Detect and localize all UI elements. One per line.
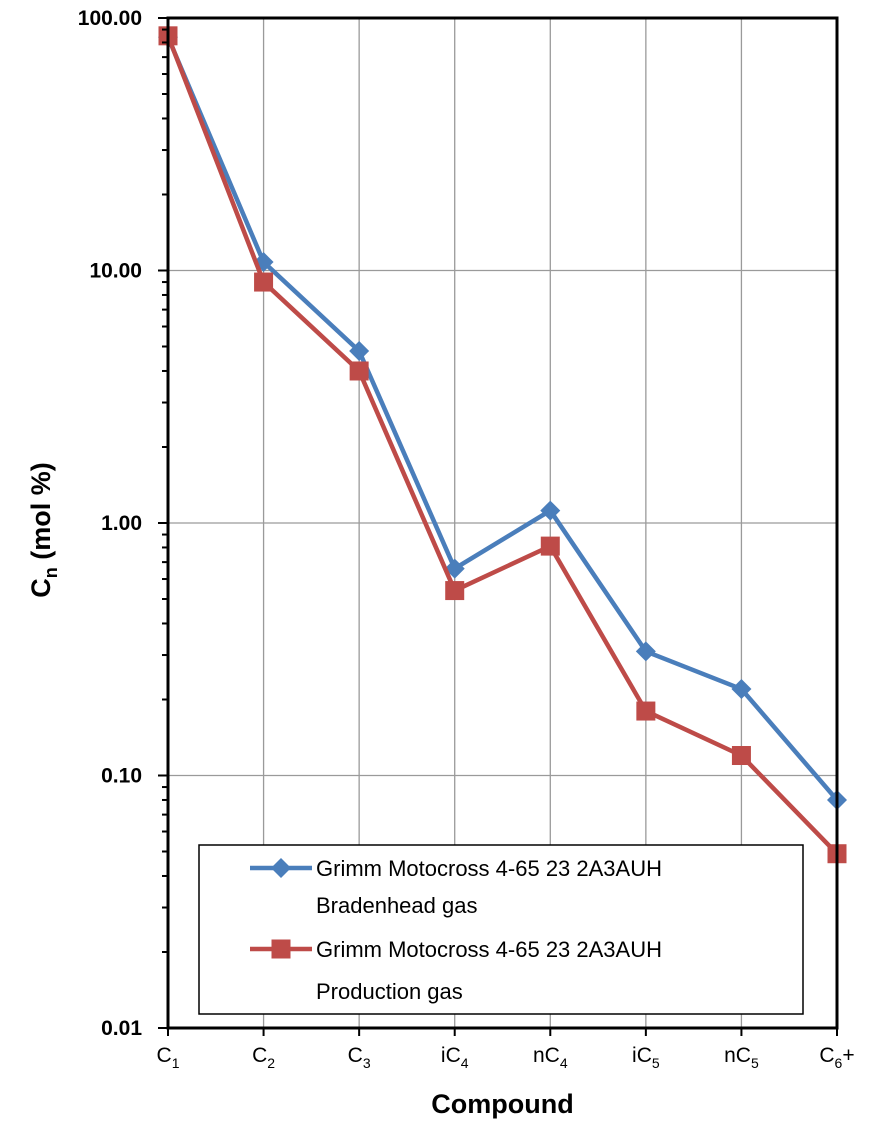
x-tick-label: C1 [157, 1044, 180, 1071]
data-point [349, 361, 369, 381]
legend-marker [271, 858, 291, 878]
x-tick-label: C3 [348, 1044, 371, 1071]
data-point [635, 641, 656, 662]
y-tick-label: 1.00 [101, 512, 142, 535]
x-tick-label: C2 [252, 1044, 275, 1071]
legend: Grimm Motocross 4-65 23 2A3AUH Bradenhead… [198, 844, 804, 1015]
grid [168, 18, 837, 1028]
data-point [636, 701, 656, 721]
data-point [540, 536, 560, 556]
series-1 [158, 27, 847, 810]
x-axis-title: Compound [431, 1089, 573, 1119]
data-point [445, 581, 465, 601]
y-tick-label: 0.01 [101, 1017, 142, 1040]
legend-label: Grimm Motocross 4-65 23 2A3AUH [316, 937, 662, 962]
data-point [731, 679, 752, 700]
y-tick-label: 10.00 [89, 260, 142, 283]
data-point [254, 272, 274, 292]
legend-label: Grimm Motocross 4-65 23 2A3AUH [316, 856, 662, 881]
x-tick-label: iC4 [441, 1044, 469, 1071]
x-tick-label: iC5 [632, 1044, 660, 1071]
series-2 [158, 26, 847, 864]
y-tick-labels: 0.01 0.10 1.00 10.00 100.00 [78, 7, 143, 1040]
legend-label: Bradenhead gas [316, 893, 477, 918]
x-tick-label: nC4 [533, 1044, 568, 1071]
data-point [540, 500, 561, 521]
y-tick-label: 100.00 [78, 7, 142, 30]
y-axis-title: Cn (mol %) [26, 462, 61, 598]
data-point [731, 746, 751, 766]
y-tick-label: 0.10 [101, 765, 142, 788]
x-tick-labels: C1 C2 C3 iC4 nC4 iC5 nC5 C6+ [157, 1044, 855, 1071]
x-tick-label: C6+ [819, 1044, 854, 1071]
legend-marker [271, 939, 291, 959]
series-line [165, 35, 839, 856]
data-point [349, 340, 370, 361]
y-minor-ticks [158, 17, 838, 1036]
series-layer [158, 26, 847, 864]
series-line [165, 36, 839, 802]
x-tick-label: nC5 [724, 1044, 759, 1071]
legend-box [198, 844, 804, 1015]
legend-label: Production gas [316, 979, 463, 1004]
